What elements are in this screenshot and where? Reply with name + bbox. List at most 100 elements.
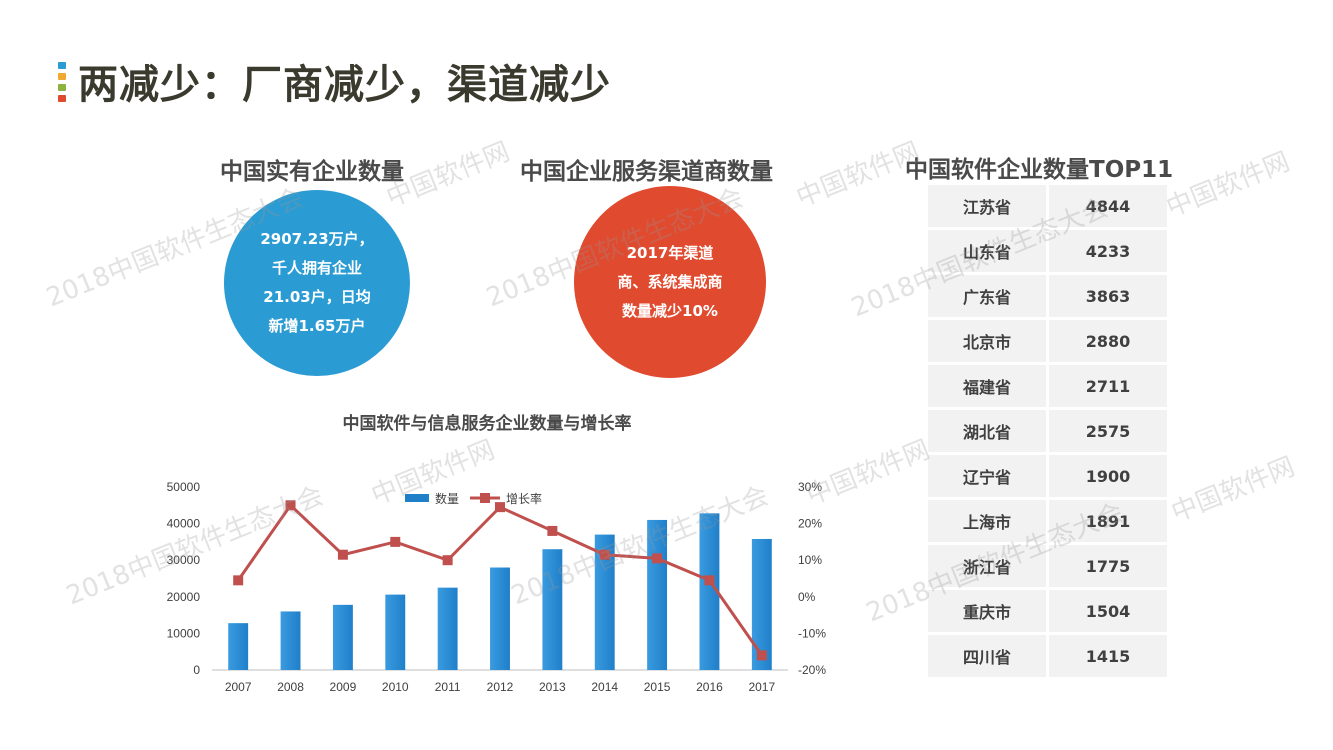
growth-rate-point-2016 <box>704 575 715 586</box>
left-axis-tick-label: 30000 <box>167 553 201 567</box>
count-cell: 1415 <box>1049 635 1167 677</box>
right-axis-tick-label: 30% <box>798 480 822 494</box>
x-axis-tick-label: 2011 <box>435 680 461 694</box>
enterprise-line: 21.03户，日均 <box>263 288 371 306</box>
count-cell: 2575 <box>1049 410 1167 452</box>
bar-2017 <box>751 538 772 670</box>
x-axis-tick-label: 2009 <box>330 680 357 694</box>
x-axis-tick-label: 2012 <box>487 680 514 694</box>
count-cell: 1775 <box>1049 545 1167 587</box>
table-row: 福建省 2711 <box>928 365 1167 407</box>
bar-2010 <box>385 594 406 670</box>
table-row: 重庆市 1504 <box>928 590 1167 632</box>
count-cell: 2880 <box>1049 320 1167 362</box>
x-axis-tick-label: 2008 <box>277 680 304 694</box>
legend-bar-label: 数量 <box>435 491 459 506</box>
left-axis-tick-label: 0 <box>193 663 200 677</box>
accent-block-red <box>58 95 66 102</box>
channel-line: 2017年渠道 <box>626 243 714 262</box>
x-axis-tick-label: 2015 <box>644 680 671 694</box>
right-axis-tick-label: 0% <box>798 590 816 604</box>
province-cell: 浙江省 <box>928 545 1049 587</box>
table-row: 广东省 3863 <box>928 275 1167 317</box>
accent-block-blue <box>58 62 66 69</box>
x-axis-tick-label: 2007 <box>225 680 252 694</box>
accent-block-orange <box>58 73 66 80</box>
right-axis-tick-label: 20% <box>798 517 822 531</box>
growth-rate-point-2015 <box>652 553 663 564</box>
channel-count-circle: 2017年渠道 商、系统集成商 数量减少10% <box>574 186 766 378</box>
growth-rate-point-2008 <box>285 500 296 511</box>
channel-line: 商、系统集成商 <box>617 272 723 291</box>
x-axis-tick-label: 2017 <box>748 680 775 694</box>
enterprise-line: 2907.23万户， <box>260 230 374 248</box>
table-row: 辽宁省 1900 <box>928 455 1167 497</box>
bar-2008 <box>280 611 301 670</box>
bar-2012 <box>490 567 510 670</box>
count-cell: 1891 <box>1049 500 1167 542</box>
growth-rate-point-2010 <box>390 536 401 547</box>
province-cell: 重庆市 <box>928 590 1049 632</box>
bar-2014 <box>594 534 615 670</box>
growth-rate-point-2017 <box>756 650 767 661</box>
top11-table: 江苏省 4844 山东省 4233 广东省 3863 北京市 2880 福建省 2711 … <box>928 182 1167 680</box>
table-row: 北京市 2880 <box>928 320 1167 362</box>
legend-bar-swatch <box>405 494 429 502</box>
bar-2013 <box>542 549 563 670</box>
left-axis-tick-label: 40000 <box>167 517 201 531</box>
count-cell: 1504 <box>1049 590 1167 632</box>
count-cell: 3863 <box>1049 275 1167 317</box>
growth-rate-point-2009 <box>337 549 348 560</box>
enterprise-line: 新增1.65万户 <box>268 317 366 335</box>
right-axis-tick-label: -20% <box>798 663 826 677</box>
growth-rate-point-2013 <box>547 525 558 536</box>
left-axis-tick-label: 20000 <box>167 590 201 604</box>
accent-block-green <box>58 84 66 91</box>
province-cell: 湖北省 <box>928 410 1049 452</box>
bar-2016 <box>699 513 720 670</box>
table-row: 湖北省 2575 <box>928 410 1167 452</box>
growth-rate-point-2014 <box>599 549 610 560</box>
table-row: 山东省 4233 <box>928 230 1167 272</box>
count-cell: 2711 <box>1049 365 1167 407</box>
province-cell: 广东省 <box>928 275 1049 317</box>
province-cell: 北京市 <box>928 320 1049 362</box>
table-row: 浙江省 1775 <box>928 545 1167 587</box>
left-axis-tick-label: 50000 <box>167 480 201 494</box>
count-cell: 4844 <box>1049 185 1167 227</box>
left-axis-tick-label: 10000 <box>167 626 201 640</box>
legend-line-marker <box>480 493 490 503</box>
province-cell: 四川省 <box>928 635 1049 677</box>
channel-line: 数量减少10% <box>622 301 718 320</box>
province-cell: 江苏省 <box>928 185 1049 227</box>
province-cell: 辽宁省 <box>928 455 1049 497</box>
table-row: 四川省 1415 <box>928 635 1167 677</box>
growth-rate-point-2012 <box>495 502 505 513</box>
growth-rate-point-2007 <box>233 575 244 586</box>
x-axis-tick-label: 2016 <box>696 680 723 694</box>
province-cell: 上海市 <box>928 500 1049 542</box>
bar-2011 <box>437 587 458 670</box>
enterprise-count-title: 中国实有企业数量 <box>220 159 404 185</box>
legend-line-label: 增长率 <box>506 491 542 506</box>
x-axis-tick-label: 2013 <box>539 680 566 694</box>
province-cell: 福建省 <box>928 365 1049 407</box>
count-cell: 1900 <box>1049 455 1167 497</box>
bar-2007 <box>228 623 249 670</box>
page-title: 两减少：厂商减少，渠道减少 <box>78 62 611 108</box>
right-axis-tick-label: -10% <box>798 626 826 640</box>
table-row: 上海市 1891 <box>928 500 1167 542</box>
enterprise-line: 千人拥有企业 <box>271 259 362 277</box>
chart-title: 中国软件与信息服务企业数量与增长率 <box>342 414 632 434</box>
growth-rate-point-2011 <box>442 555 453 566</box>
province-cell: 山东省 <box>928 230 1049 272</box>
table-row: 江苏省 4844 <box>928 185 1167 227</box>
title-accent-bar <box>58 62 66 102</box>
enterprise-count-circle: 2907.23万户， 千人拥有企业 21.03户，日均 新增1.65万户 <box>224 190 410 376</box>
channel-count-title: 中国企业服务渠道商数量 <box>520 159 773 185</box>
bar-2015 <box>647 519 668 670</box>
top11-title: 中国软件企业数量TOP11 <box>905 157 1174 183</box>
count-cell: 4233 <box>1049 230 1167 272</box>
right-axis-tick-label: 10% <box>798 553 822 567</box>
